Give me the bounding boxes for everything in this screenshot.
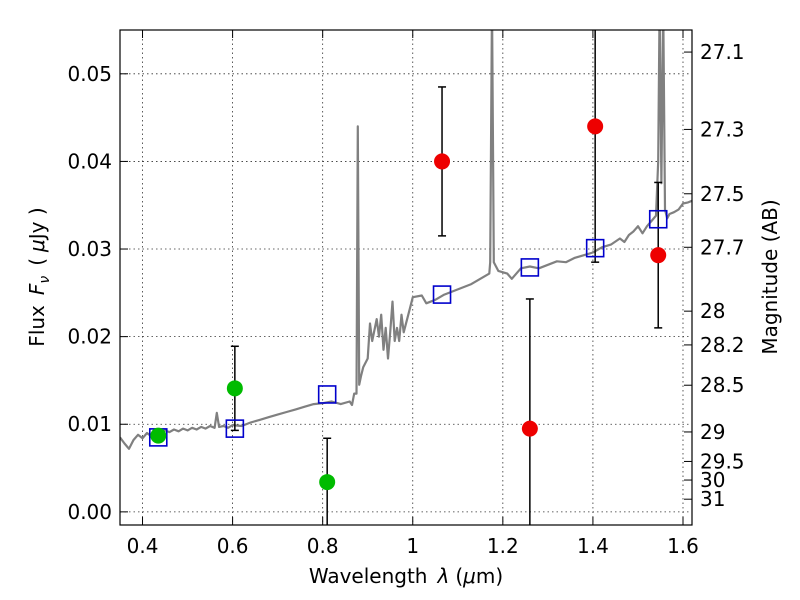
green-point-marker	[226, 380, 243, 397]
x-tick-label: 1.2	[487, 534, 519, 558]
model-square-marker	[648, 209, 668, 229]
y-tick-label: 0.03	[67, 237, 112, 261]
x-tick-label: 1.6	[667, 534, 699, 558]
y-tick-label: 0.04	[67, 149, 112, 173]
model-square-marker	[317, 385, 337, 404]
x-tick-label: 0.8	[307, 534, 339, 558]
red-point-marker	[650, 247, 667, 264]
x-axis-label-symbol: λ	[436, 564, 449, 588]
y-tick-label: 0.02	[67, 325, 112, 349]
y2-tick-label: 30	[700, 468, 725, 492]
red-point-marker	[587, 118, 604, 135]
data-layer	[120, 30, 692, 525]
x-axis-label-unit-mu: μ	[462, 564, 476, 588]
model-square-marker	[225, 419, 245, 438]
model-square-marker	[520, 258, 540, 277]
x-axis-label-unit-open: (	[455, 564, 463, 588]
y-axis-label-text: Flux	[25, 305, 49, 347]
y2-tick-label: 27.5	[700, 182, 745, 206]
red-point-marker	[521, 420, 538, 437]
x-axis-label: Wavelength λ (μm)	[309, 564, 503, 588]
y-axis-label-unit-open: (	[25, 258, 49, 266]
y2-tick-label: 27.7	[700, 235, 745, 259]
green-point-marker	[319, 474, 336, 491]
y2-axis-label: Magnitude (AB)	[758, 199, 782, 354]
y-tick-label: 0.05	[67, 62, 112, 86]
y-axis-label-unit-mu: μ	[25, 239, 49, 253]
x-tick-label: 0.6	[217, 534, 249, 558]
red-point-marker	[434, 153, 451, 170]
spectrum-line	[120, 30, 692, 450]
tick-layer: 0.4 0.6 0.8 1 1.2 1.4 1.6 0.00 0.01 0.02 0.03 0.04 0…	[67, 30, 745, 558]
x-axis-label-unit-rest: m)	[476, 564, 503, 588]
y-axis-label: Flux Fν ( μJy )	[25, 207, 53, 346]
x-tick-label: 0.4	[127, 534, 159, 558]
y2-tick-label: 29	[700, 420, 725, 444]
x-axis-label-text: Wavelength	[309, 564, 428, 588]
plot-frame	[119, 29, 693, 526]
y2-tick-label: 27.1	[700, 40, 745, 64]
y-axis-label-symbol: F	[25, 283, 49, 295]
y-tick-label: 0.00	[67, 500, 112, 524]
x-tick-label: 1	[406, 534, 419, 558]
y-axis-label-unit-rest: Jy )	[25, 207, 49, 241]
y2-tick-label: 27.3	[700, 117, 745, 141]
model-square-marker	[585, 238, 605, 258]
model-square-marker	[432, 285, 452, 304]
y2-tick-label: 28	[700, 299, 725, 323]
y2-tick-label: 28.2	[700, 333, 745, 357]
plot-background	[120, 30, 692, 525]
y2-tick-label: 31	[700, 487, 725, 511]
y-axis-label-subscript: ν	[37, 276, 53, 284]
x-tick-label: 1.4	[577, 534, 609, 558]
y-tick-label: 0.01	[67, 412, 112, 436]
y2-tick-label: 28.5	[700, 373, 745, 397]
y2-tick-label: 29.5	[700, 449, 745, 473]
green-point-marker	[150, 427, 167, 444]
